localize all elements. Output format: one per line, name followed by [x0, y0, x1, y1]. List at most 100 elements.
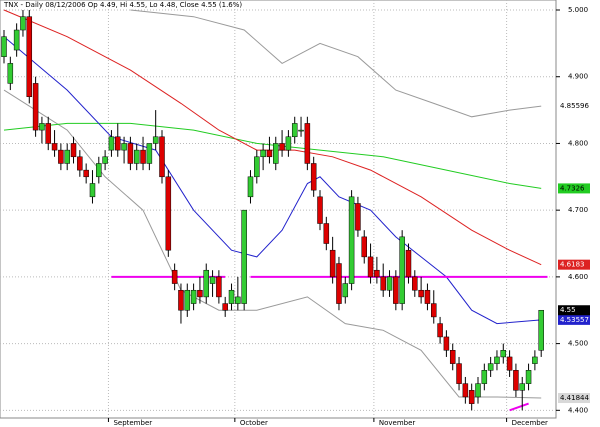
candle-body	[26, 16, 33, 97]
overlay-tag: 4.7326	[560, 184, 585, 192]
candle-body	[481, 370, 488, 384]
candle-body	[247, 176, 254, 198]
candle-body	[115, 136, 121, 151]
candle-body	[298, 129, 304, 132]
candle-body	[70, 143, 77, 158]
candle-body	[51, 143, 58, 151]
y-tick-label: 4.800	[568, 139, 588, 147]
x-tick-label: November	[379, 419, 416, 427]
candle-body	[235, 296, 241, 304]
candle-body	[203, 269, 209, 298]
overlay-tag: 4.6183	[560, 261, 585, 269]
candle-body	[393, 276, 399, 304]
candle-body	[418, 289, 424, 298]
candle-body	[348, 196, 355, 284]
candle-body	[209, 276, 216, 284]
candle-body	[83, 169, 89, 178]
candle-body	[216, 276, 222, 298]
y-tick-label: 4.700	[568, 206, 588, 214]
candle-body	[108, 136, 115, 151]
candle-body	[405, 249, 412, 278]
candle-body	[494, 356, 500, 364]
candle-body	[266, 149, 273, 158]
candle-body	[449, 350, 456, 364]
candle-body	[361, 236, 367, 258]
candle-body	[254, 156, 260, 178]
candle-body	[273, 143, 279, 164]
candle-body	[355, 203, 361, 231]
close-tag-bg	[558, 305, 590, 316]
candle-body	[228, 289, 235, 304]
candle-body	[140, 149, 146, 164]
y-tick-label: 5.000	[568, 6, 588, 14]
y-tick-label: 4.500	[568, 340, 588, 348]
candle-body	[133, 149, 140, 164]
candle-body	[241, 209, 247, 304]
candle-body	[431, 303, 437, 318]
overlay-line	[3, 89, 542, 399]
candle-body	[317, 196, 323, 224]
candle-body	[513, 370, 519, 391]
candle-body	[304, 123, 311, 164]
candle-body	[260, 149, 266, 158]
candle-body	[146, 143, 153, 164]
candle-body	[487, 363, 494, 371]
candle-body	[165, 176, 172, 251]
candle-body	[538, 309, 544, 351]
candle-body	[532, 356, 538, 364]
candle-body	[525, 370, 532, 384]
candle-body	[468, 390, 475, 404]
candle-body	[197, 289, 203, 298]
candle-body	[291, 123, 298, 138]
candle-body	[1, 36, 7, 57]
candle-body	[279, 143, 285, 151]
candle-body	[285, 136, 292, 151]
candle-body	[462, 383, 469, 398]
overlay-tag: 4.41844	[560, 394, 589, 402]
candle-body	[456, 363, 462, 384]
candle-body	[336, 263, 342, 304]
overlay-tag-bg	[558, 314, 590, 325]
overlay-line	[509, 402, 529, 412]
candle-body	[20, 16, 26, 31]
plot-frame	[0, 0, 557, 419]
candle-body	[310, 163, 317, 191]
candle-body	[77, 156, 83, 171]
candle-body	[399, 236, 405, 304]
candle-body	[13, 29, 20, 51]
candle-body	[367, 256, 374, 278]
candle-body	[329, 249, 336, 278]
candle-body	[102, 156, 108, 164]
overlay-tag: 4.85596	[560, 102, 589, 110]
candle-body	[171, 269, 178, 284]
candle-body	[190, 289, 197, 304]
candle-body	[519, 383, 525, 391]
candle-body	[159, 136, 165, 178]
overlay-tag-bg	[558, 259, 590, 270]
candle-body	[121, 143, 127, 151]
overlay-line	[3, 9, 542, 266]
candle-body	[380, 276, 386, 291]
candle-body	[506, 356, 513, 371]
close-tag: 4.55	[560, 306, 576, 314]
candle-body	[342, 283, 349, 298]
y-tick-label: 4.900	[568, 73, 588, 81]
x-tick-label: September	[113, 419, 152, 427]
candle-body	[374, 269, 380, 278]
candle-body	[222, 303, 228, 311]
candle-body	[437, 323, 443, 338]
candle-body	[323, 223, 330, 244]
candle-body	[500, 350, 507, 358]
chart-title: TNX - Daily 08/12/2006 Op 4.49, Hi 4.55,…	[3, 1, 242, 9]
candle-body	[412, 276, 418, 291]
overlay-tag-bg	[558, 393, 590, 404]
candle-body	[96, 163, 102, 178]
candle-body	[32, 83, 39, 131]
candle-body	[152, 136, 159, 144]
candle-body	[127, 143, 134, 164]
candle-body	[45, 123, 51, 144]
overlay-tag: 4.53557	[560, 316, 589, 324]
candle-body	[89, 183, 96, 198]
candle-body	[58, 149, 64, 164]
